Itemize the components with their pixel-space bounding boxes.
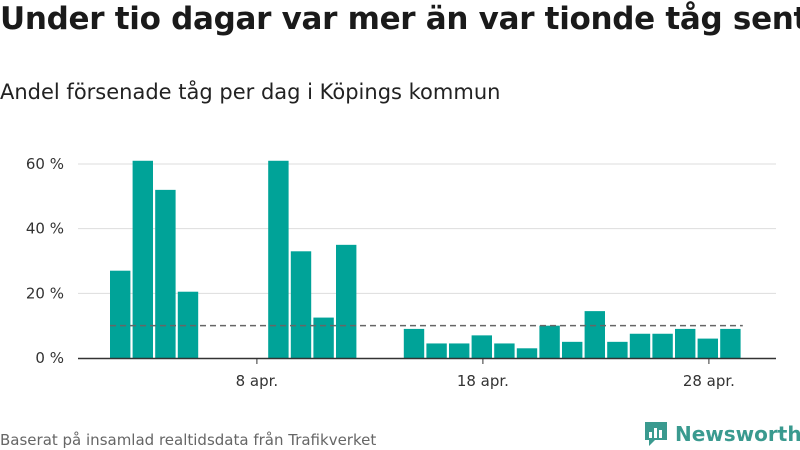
x-tick-label: 18 apr. xyxy=(457,372,509,390)
bar: 27 apr.: 6 % xyxy=(697,338,718,358)
x-tick-label: 28 apr. xyxy=(683,372,735,390)
newsworthy-logo-icon xyxy=(645,422,667,446)
bar: 10 apr.: 12.5 % xyxy=(313,317,334,358)
bar: 16 apr.: 4.5 % xyxy=(449,343,470,358)
bar: 24 apr.: 7.5 % xyxy=(629,333,651,358)
y-tick-label: 60 % xyxy=(26,155,64,173)
bar: 17 apr.: 7 % xyxy=(471,335,492,358)
bar: 19 apr.: 3 % xyxy=(516,348,538,358)
chart-title: Under tio dagar var mer än var tionde tå… xyxy=(0,1,800,37)
y-tick-label: 20 % xyxy=(26,284,64,302)
bars: 1 apr.: 27 %2 apr.: 61 %3 apr.: 52 %4 ap… xyxy=(110,160,741,358)
bar: 14 apr.: 9 % xyxy=(403,328,425,358)
bar: 25 apr.: 7.5 % xyxy=(652,333,673,358)
axes: 0 % 20 % 40 % 60 % 8 apr. 18 apr. 28 apr. xyxy=(26,155,776,390)
y-tick-label: 0 % xyxy=(35,349,64,367)
bar: 18 apr.: 4.5 % xyxy=(494,343,515,358)
bar: 21 apr.: 5 % xyxy=(562,341,583,358)
bar: 15 apr.: 4.5 % xyxy=(426,343,447,358)
bar: 22 apr.: 14.5 % xyxy=(584,311,605,358)
bar: 8 apr.: 61 % xyxy=(268,160,289,358)
bar: 1 apr.: 27 % xyxy=(110,270,131,358)
bar: 26 apr.: 9 % xyxy=(675,328,696,358)
bar: 28 apr.: 9 % xyxy=(720,328,741,358)
x-tick-label: 8 apr. xyxy=(236,372,279,390)
bar: 20 apr.: 10 % xyxy=(539,325,560,358)
brand-name: Newsworthy xyxy=(675,422,800,446)
bar: 23 apr.: 5 % xyxy=(607,341,628,358)
bar: 11 apr.: 35 % xyxy=(336,244,357,358)
gridlines xyxy=(78,163,776,294)
chart-subtitle: Andel försenade tåg per dag i Köpings ko… xyxy=(0,80,501,104)
bar: 3 apr.: 52 % xyxy=(155,189,176,358)
bar: 2 apr.: 61 % xyxy=(132,160,153,358)
bar: 4 apr.: 20.5 % xyxy=(177,291,199,358)
brand-logo: Newsworthy xyxy=(643,420,800,448)
y-tick-label: 40 % xyxy=(26,220,64,238)
source-note: Baserat på insamlad realtidsdata från Tr… xyxy=(0,431,377,449)
bar: 9 apr.: 33 % xyxy=(290,251,312,358)
